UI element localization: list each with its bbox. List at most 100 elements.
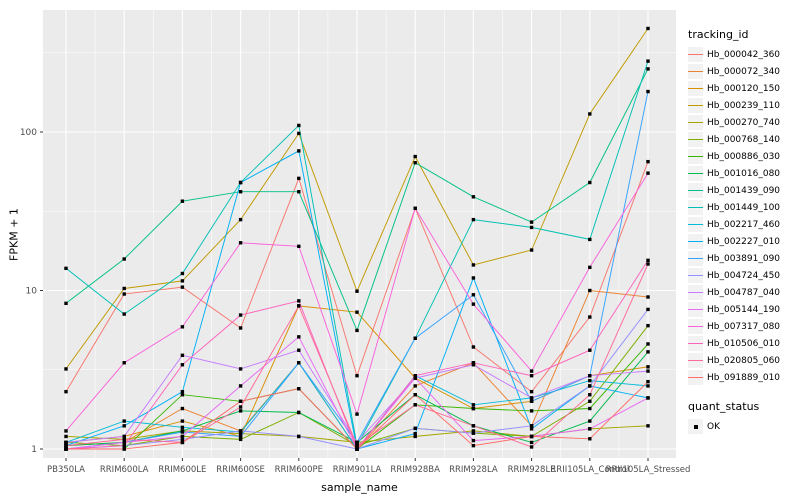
- data-point: [646, 59, 650, 63]
- data-point: [646, 396, 650, 400]
- data-point: [588, 419, 592, 423]
- legend-line-sample: [688, 241, 703, 242]
- legend-line-sample: [688, 139, 703, 140]
- data-point: [471, 424, 476, 428]
- data-point: [297, 131, 301, 136]
- x-tick-label: RRIM600PE: [275, 465, 323, 475]
- legend-line-sample: [688, 122, 703, 123]
- legend-title-quant-status: quant_status: [688, 400, 760, 413]
- legend-key-swatch: [688, 336, 703, 351]
- data-point: [471, 443, 476, 448]
- data-point: [355, 289, 359, 293]
- data-point: [355, 443, 359, 448]
- data-point: [529, 389, 534, 394]
- x-tick-label: RRIM928LA: [449, 465, 498, 475]
- data-point: [646, 323, 650, 328]
- legend-key-swatch: [688, 251, 703, 266]
- data-point: [646, 365, 650, 369]
- data-point: [471, 429, 476, 433]
- legend-key-swatch: [688, 370, 703, 385]
- data-point: [646, 307, 650, 312]
- data-point: [646, 369, 650, 373]
- x-tick-label: RRII105LA_Stressed: [606, 465, 691, 475]
- legend-line-sample: [688, 292, 703, 293]
- quant-status-item-OK: OK: [688, 418, 800, 435]
- legend-key-swatch: [688, 234, 703, 249]
- data-point: [180, 285, 185, 289]
- data-point: [471, 293, 476, 297]
- data-point: [64, 429, 68, 433]
- data-point: [238, 405, 243, 409]
- data-point: [646, 342, 650, 346]
- data-point: [180, 279, 185, 283]
- legend-label: Hb_020805_060: [707, 355, 781, 366]
- data-point: [122, 440, 126, 445]
- data-point: [122, 437, 126, 442]
- legend-label: Hb_005144_190: [707, 304, 781, 315]
- data-point: [588, 378, 592, 383]
- data-point: [471, 345, 476, 349]
- data-point: [238, 180, 243, 185]
- legend-key-swatch: [688, 183, 703, 198]
- data-point: [122, 286, 126, 291]
- legend-key-swatch: [688, 166, 703, 181]
- x-tick-label: RRIM901LA: [333, 465, 382, 475]
- data-point: [180, 353, 185, 358]
- legend-item-Hb_000072_340: Hb_000072_340: [688, 63, 800, 80]
- data-point: [238, 367, 243, 371]
- data-point: [238, 409, 243, 413]
- data-point: [355, 412, 359, 416]
- data-point: [180, 363, 185, 367]
- data-point: [122, 434, 126, 439]
- data-point: [297, 410, 301, 415]
- x-tick-label: RRIM600SE: [216, 465, 265, 475]
- legend-key-swatch: [688, 149, 703, 164]
- data-point: [122, 447, 126, 451]
- legend-line-sample: [688, 326, 703, 327]
- data-point: [646, 258, 650, 263]
- data-point: [471, 431, 476, 435]
- data-point: [588, 348, 592, 352]
- data-point: [238, 399, 243, 403]
- y-tick-label: 100: [20, 128, 37, 138]
- x-tick-label: RRIM928BA: [390, 465, 440, 475]
- legend-key-swatch: [688, 285, 703, 300]
- data-point: [355, 374, 359, 378]
- legend-line-sample: [688, 377, 703, 378]
- data-point: [297, 348, 301, 352]
- legend-line-sample: [688, 54, 703, 55]
- data-point: [413, 206, 417, 211]
- legend-item-Hb_000270_740: Hb_000270_740: [688, 114, 800, 131]
- data-point: [588, 237, 592, 242]
- data-point: [413, 393, 417, 397]
- data-point: [180, 406, 185, 411]
- data-point: [64, 389, 68, 394]
- legend-item-Hb_001016_080: Hb_001016_080: [688, 165, 800, 182]
- legend-line-sample: [688, 275, 703, 276]
- data-point: [180, 389, 185, 394]
- data-point: [471, 276, 476, 280]
- data-point: [238, 437, 243, 442]
- data-point: [529, 434, 534, 439]
- x-axis-title: sample_name: [321, 481, 398, 494]
- data-point: [471, 363, 476, 367]
- x-tick-label: RRIM600LE: [158, 465, 206, 475]
- data-point: [413, 384, 417, 388]
- data-point: [64, 434, 68, 439]
- data-point: [529, 424, 534, 428]
- legend-item-Hb_005144_190: Hb_005144_190: [688, 301, 800, 318]
- legend-label: Hb_010506_010: [707, 338, 781, 349]
- legend-item-Hb_004787_040: Hb_004787_040: [688, 284, 800, 301]
- legend-item-Hb_002227_010: Hb_002227_010: [688, 233, 800, 250]
- data-point: [413, 431, 417, 436]
- data-point: [238, 384, 243, 388]
- data-point: [238, 429, 243, 433]
- data-point: [180, 430, 185, 434]
- data-point: [180, 199, 185, 203]
- data-point: [588, 393, 592, 397]
- legend-label: Hb_004724_450: [707, 270, 781, 281]
- legend-line-sample: [688, 105, 703, 106]
- legend-item-Hb_000239_110: Hb_000239_110: [688, 97, 800, 114]
- data-point: [180, 425, 185, 430]
